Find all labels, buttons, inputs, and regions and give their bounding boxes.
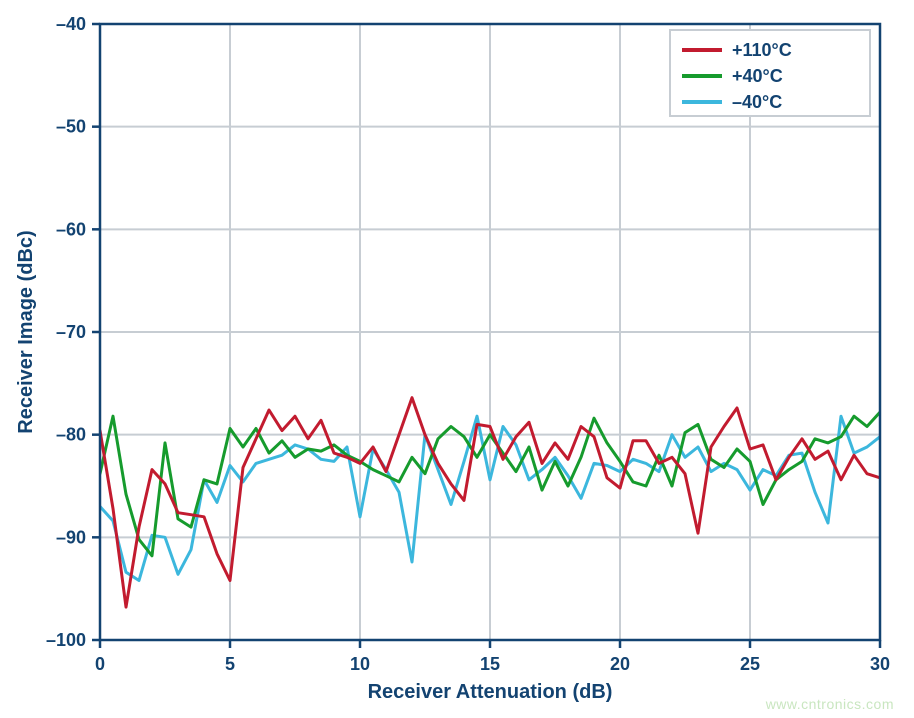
legend-label: +40°C <box>732 66 783 86</box>
xtick-label: 25 <box>740 654 760 674</box>
xtick-label: 30 <box>870 654 890 674</box>
xtick-label: 5 <box>225 654 235 674</box>
ytick-label: –100 <box>46 630 86 650</box>
chart-container: 0 5 10 15 20 25 30 –100 –90 –80 –70 –60 –50 –40 Receiv… <box>0 0 914 718</box>
ytick-label: –70 <box>56 322 86 342</box>
xtick-label: 0 <box>95 654 105 674</box>
ytick-label: –50 <box>56 117 86 137</box>
ylabel: Receiver Image (dBc) <box>15 230 37 433</box>
ytick-label: –80 <box>56 425 86 445</box>
xtick-label: 15 <box>480 654 500 674</box>
chart-svg: 0 5 10 15 20 25 30 –100 –90 –80 –70 –60 –50 –40 Receiv… <box>0 0 914 718</box>
legend-label: +110°C <box>732 40 792 60</box>
xtick-label: 20 <box>610 654 630 674</box>
ytick-label: –60 <box>56 219 86 239</box>
xlabel: Receiver Attenuation (dB) <box>368 681 613 703</box>
legend-label: –40°C <box>732 92 782 112</box>
ytick-label: –90 <box>56 527 86 547</box>
xtick-label: 10 <box>350 654 370 674</box>
watermark: www.cntronics.com <box>766 696 894 712</box>
ytick-label: –40 <box>56 14 86 34</box>
